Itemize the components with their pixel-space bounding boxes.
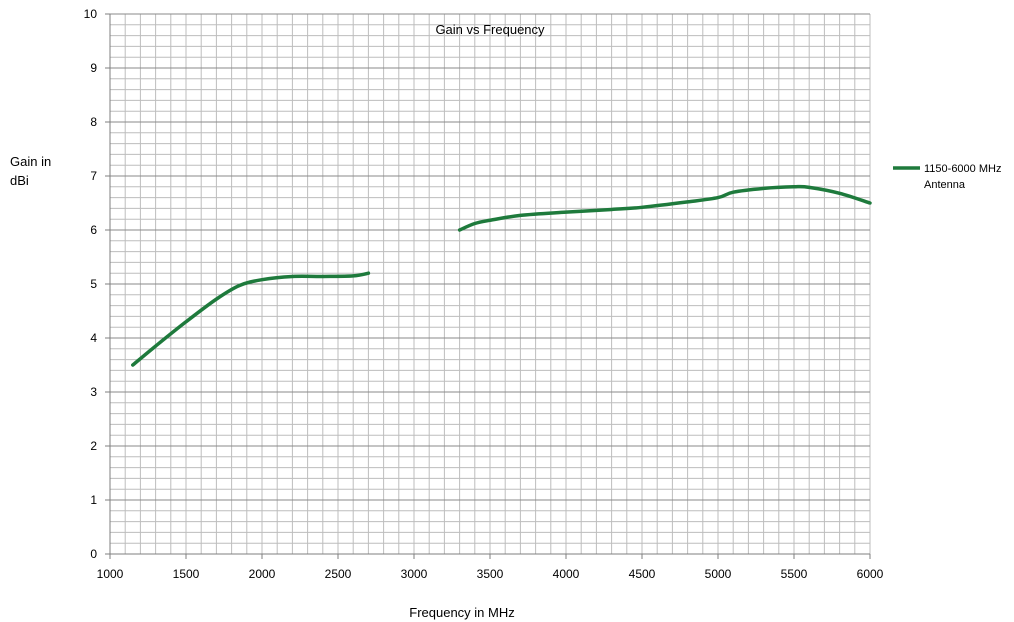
x-tick-label: 4000: [553, 567, 580, 581]
y-tick-labels: 0 1 2 3 4 5 6 7 8 9 10: [84, 7, 98, 561]
y-axis-label-line-2: dBi: [10, 173, 29, 188]
y-axis-label-line-1: Gain in: [10, 154, 51, 169]
x-tick-label: 1000: [97, 567, 124, 581]
legend-label-line-2: Antenna: [924, 179, 966, 191]
legend: 1150-6000 MHz Antenna: [893, 163, 1001, 191]
x-tick-label: 3000: [401, 567, 428, 581]
chart-title: Gain vs Frequency: [435, 22, 545, 37]
y-tick-label: 7: [90, 169, 97, 183]
axes: [105, 13, 871, 559]
grid: [109, 13, 871, 555]
x-tick-label: 6000: [857, 567, 884, 581]
y-tick-label: 1: [90, 493, 97, 507]
x-tick-label: 4500: [629, 567, 656, 581]
x-tick-label: 2500: [325, 567, 352, 581]
series-line-segment-1: [131, 271, 371, 367]
y-tick-label: 9: [90, 61, 97, 75]
x-axis-label: Frequency in MHz: [409, 605, 514, 620]
x-tick-label: 5000: [705, 567, 732, 581]
x-tick-label: 3500: [477, 567, 504, 581]
y-tick-label: 6: [90, 223, 97, 237]
y-tick-label: 8: [90, 115, 97, 129]
series-group: [131, 184, 872, 367]
series-line-segment-2: [457, 184, 872, 232]
y-tick-label: 3: [90, 385, 97, 399]
legend-label-line-1: 1150-6000 MHz: [924, 163, 1001, 175]
y-tick-label: 5: [90, 277, 97, 291]
y-axis-label: Gain in dBi: [10, 154, 51, 188]
x-tick-label: 2000: [249, 567, 276, 581]
x-tick-label: 5500: [781, 567, 808, 581]
x-tick-label: 1500: [173, 567, 200, 581]
y-tick-label: 2: [90, 439, 97, 453]
x-tick-labels: 1000 1500 2000 2500 3000 3500 4000 4500 5000 5500…: [97, 567, 884, 581]
y-tick-label: 0: [90, 547, 97, 561]
y-tick-label: 4: [90, 331, 97, 345]
y-tick-label: 10: [84, 7, 98, 21]
